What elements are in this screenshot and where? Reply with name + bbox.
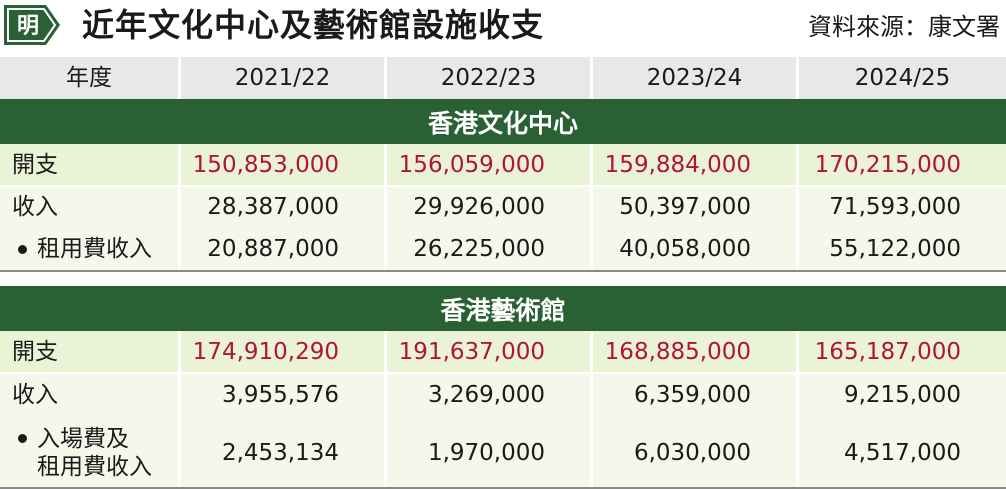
value-cell: 2,453,134 (221, 439, 339, 466)
row-label-two-line: 入場費及 租用費收入 (18, 426, 152, 481)
value-cell: 3,269,000 (427, 381, 545, 408)
infographic-header: 明 近年文化中心及藝術館設施收支 資料來源：康文署 (0, 0, 1006, 52)
row-label-expense: 開支 (12, 338, 58, 365)
value-cell: 168,885,000 (604, 338, 751, 365)
value-cell: 29,926,000 (413, 193, 545, 220)
page-title: 近年文化中心及藝術館設施收支 (82, 6, 545, 44)
logo-char: 明 (17, 14, 39, 39)
column-divider (384, 331, 387, 487)
section-header-museum-of-art: 香港藝術館 (0, 286, 1006, 331)
value-cell: 40,058,000 (619, 235, 751, 262)
value-cell: 4,517,000 (843, 439, 961, 466)
value-cell: 6,359,000 (633, 381, 751, 408)
table-row (0, 144, 1006, 186)
bullet-icon (18, 244, 27, 254)
value-cell: 9,215,000 (843, 381, 961, 408)
column-divider (178, 331, 181, 487)
value-cell: 50,397,000 (619, 193, 751, 220)
value-cell: 1,970,000 (427, 439, 545, 466)
value-cell: 156,059,000 (398, 151, 545, 178)
value-cell: 6,030,000 (633, 439, 751, 466)
section-header-cultural-centre: 香港文化中心 (0, 99, 1006, 144)
table-bottom-rule (0, 487, 1006, 489)
row-label-income: 收入 (12, 381, 58, 408)
value-cell: 28,387,000 (207, 193, 339, 220)
source-note: 資料來源：康文署 (808, 13, 1000, 41)
row-divider (0, 372, 1006, 374)
column-divider (796, 331, 799, 487)
column-divider (384, 144, 387, 270)
value-cell: 191,637,000 (398, 338, 545, 365)
row-label-text: 入場費及 (37, 425, 129, 452)
column-divider (796, 144, 799, 270)
column-header-2024-25: 2024/25 (799, 57, 1006, 99)
table-row (0, 331, 1006, 373)
column-divider (590, 331, 593, 487)
value-cell: 3,955,576 (221, 381, 339, 408)
column-header-2023-24: 2023/24 (593, 57, 796, 99)
column-header-2021-22: 2021/22 (181, 57, 384, 99)
value-cell: 174,910,290 (192, 338, 339, 365)
column-header-year: 年度 (0, 57, 178, 99)
table-row-group (0, 186, 1006, 270)
row-label-text: 租用費收入 (37, 454, 152, 480)
row-label-expense: 開支 (12, 151, 58, 178)
value-cell: 150,853,000 (192, 151, 339, 178)
row-label-rental-income: 租用費收入 (0, 228, 178, 270)
row-divider (0, 185, 1006, 187)
section-bottom-rule (0, 270, 1006, 272)
value-cell: 55,122,000 (829, 235, 961, 262)
bullet-icon (18, 434, 27, 444)
row-label-admission-rental-income: 入場費及 租用費收入 (0, 419, 178, 487)
value-cell: 20,887,000 (207, 235, 339, 262)
value-cell: 165,187,000 (814, 338, 961, 365)
row-label-text: 租用費收入 (37, 235, 152, 262)
value-cell: 71,593,000 (829, 193, 961, 220)
value-cell: 26,225,000 (413, 235, 545, 262)
table-row-group (0, 373, 1006, 487)
row-label-income: 收入 (12, 193, 58, 220)
column-divider (178, 144, 181, 270)
ming-pao-logo-icon: 明 (4, 5, 60, 45)
value-cell: 159,884,000 (604, 151, 751, 178)
column-divider (590, 144, 593, 270)
column-header-2022-23: 2022/23 (387, 57, 590, 99)
value-cell: 170,215,000 (814, 151, 961, 178)
row-label-line-2: 租用費收入 (18, 454, 152, 480)
row-label-line-1: 入場費及 (18, 426, 129, 452)
